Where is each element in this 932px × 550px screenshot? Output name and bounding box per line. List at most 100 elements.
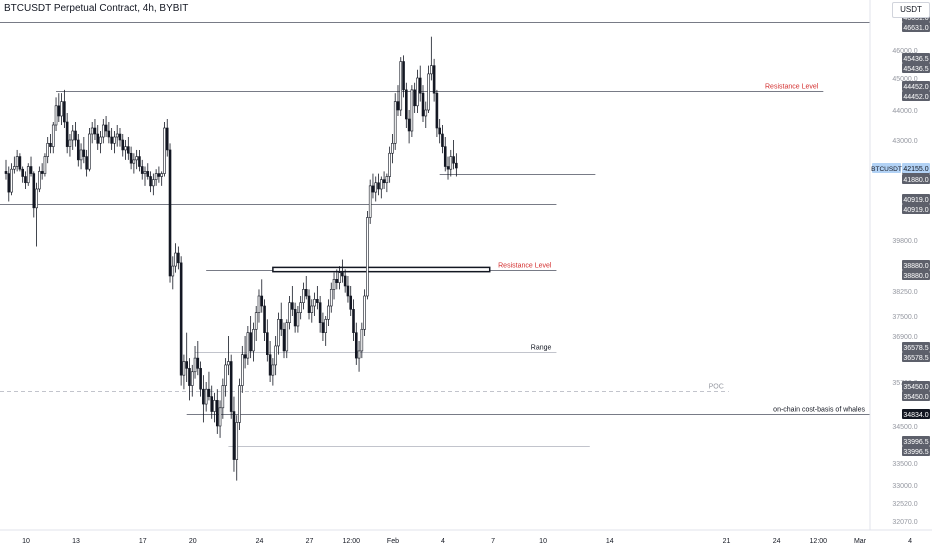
time-tick-1: 13	[72, 538, 80, 545]
candle	[24, 171, 27, 189]
candle	[402, 55, 405, 98]
candle	[168, 143, 172, 283]
price-tick-0: 46000.0	[892, 48, 917, 55]
svg-text:34834.0: 34834.0	[903, 412, 928, 419]
candle	[43, 153, 47, 177]
price-label-8-1: 33996.5	[902, 446, 930, 457]
candle	[146, 163, 150, 180]
candle	[418, 65, 422, 102]
svg-text:36578.5: 36578.5	[903, 355, 928, 362]
candle	[360, 322, 364, 359]
candle	[57, 93, 61, 122]
svg-text:44452.0: 44452.0	[903, 94, 928, 101]
time-tick-14: 12:00	[810, 538, 828, 545]
candle	[68, 134, 72, 157]
candle	[51, 122, 55, 154]
candle	[441, 125, 444, 154]
candle	[215, 389, 219, 434]
price-label-6-0: 35450.0	[902, 381, 930, 391]
candle	[15, 149, 19, 172]
price-axis[interactable]: 46000.0 45000.0 44000.0 43000.0 39800.0 38250…	[869, 0, 918, 530]
time-tick-12: 21	[723, 538, 731, 545]
candle	[304, 276, 308, 300]
candle	[135, 149, 138, 170]
current-price-label: 42155.0	[902, 163, 930, 173]
price-label-6-1: 35450.0	[902, 391, 930, 401]
candle	[341, 259, 344, 283]
candle	[190, 364, 194, 397]
price-labels-layer: 46631.046631.044452.044452.041880.041880…	[871, 12, 930, 457]
candle	[99, 131, 102, 154]
price-tick-1: 45000.0	[892, 76, 917, 83]
candle	[127, 137, 130, 160]
level-label-5: Range	[531, 345, 552, 352]
candle	[196, 340, 200, 376]
resistance-zone-box[interactable]	[272, 266, 491, 273]
candle	[379, 176, 383, 199]
candle	[74, 122, 77, 147]
candle	[143, 166, 147, 186]
candle	[416, 69, 419, 113]
candle	[452, 140, 455, 170]
candle	[410, 85, 414, 137]
candle	[160, 171, 163, 186]
candle	[110, 128, 113, 150]
price-tick-2: 44000.0	[892, 108, 917, 115]
candle	[385, 173, 389, 193]
price-label-8-0: 33996.5	[902, 436, 930, 447]
candle	[435, 89, 439, 137]
candle	[307, 289, 311, 320]
time-tick-9: 7	[491, 538, 495, 545]
levels-layer: Resistance Level Resistance Level Range POC…	[0, 22, 870, 447]
time-tick-10: 10	[539, 538, 547, 545]
currency-selector[interactable]: USDT	[892, 2, 930, 18]
candle	[93, 119, 97, 140]
time-tick-3: 20	[189, 538, 197, 545]
candle	[396, 85, 400, 116]
level-label-4: Resistance Level	[498, 263, 552, 270]
price-label-2-1: 41880.0	[902, 174, 930, 184]
candle	[313, 292, 316, 316]
candle	[266, 319, 269, 362]
chart-title: BTCUSDT Perpetual Contract, 4h, BYBIT	[4, 3, 189, 14]
price-label-0-1: 46631.0	[902, 22, 930, 32]
candle	[88, 128, 91, 172]
svg-text:33996.5: 33996.5	[903, 449, 928, 456]
candle	[405, 82, 408, 128]
candles-layer	[4, 36, 458, 481]
candle	[13, 156, 16, 174]
time-axis[interactable]: 10 13 17 20 24 27 12:00 Feb 4 7 10 14 21 24 12:00 Mar 4	[0, 529, 932, 545]
candle	[449, 149, 453, 177]
candle	[132, 153, 136, 174]
candle	[338, 266, 341, 290]
candle	[204, 382, 208, 412]
candle	[4, 159, 8, 180]
candle	[324, 316, 328, 346]
price-tick-7: 36900.0	[892, 334, 917, 341]
price-label-45436-1: 45436.5	[902, 63, 930, 73]
candle	[82, 137, 86, 164]
svg-text:46631.0: 46631.0	[903, 25, 928, 32]
candle	[438, 119, 441, 144]
candle	[149, 171, 152, 193]
price-label-4-0: 38880.0	[902, 260, 930, 270]
candle	[54, 97, 58, 131]
candle	[321, 312, 325, 341]
candle	[21, 166, 24, 183]
svg-text:36578.5: 36578.5	[903, 345, 928, 352]
price-tick-10: 33500.0	[892, 461, 917, 468]
candle	[65, 113, 69, 154]
candle	[391, 134, 394, 164]
svg-text:38880.0: 38880.0	[903, 273, 928, 280]
candle	[432, 58, 436, 102]
candle	[263, 299, 266, 341]
svg-text:35450.0: 35450.0	[903, 384, 928, 391]
candle	[424, 101, 428, 128]
candle	[399, 57, 403, 116]
candle	[46, 137, 50, 164]
level-label-1: Resistance Level	[765, 84, 819, 91]
candle	[260, 279, 264, 313]
candle	[271, 358, 275, 386]
candle	[10, 163, 13, 196]
